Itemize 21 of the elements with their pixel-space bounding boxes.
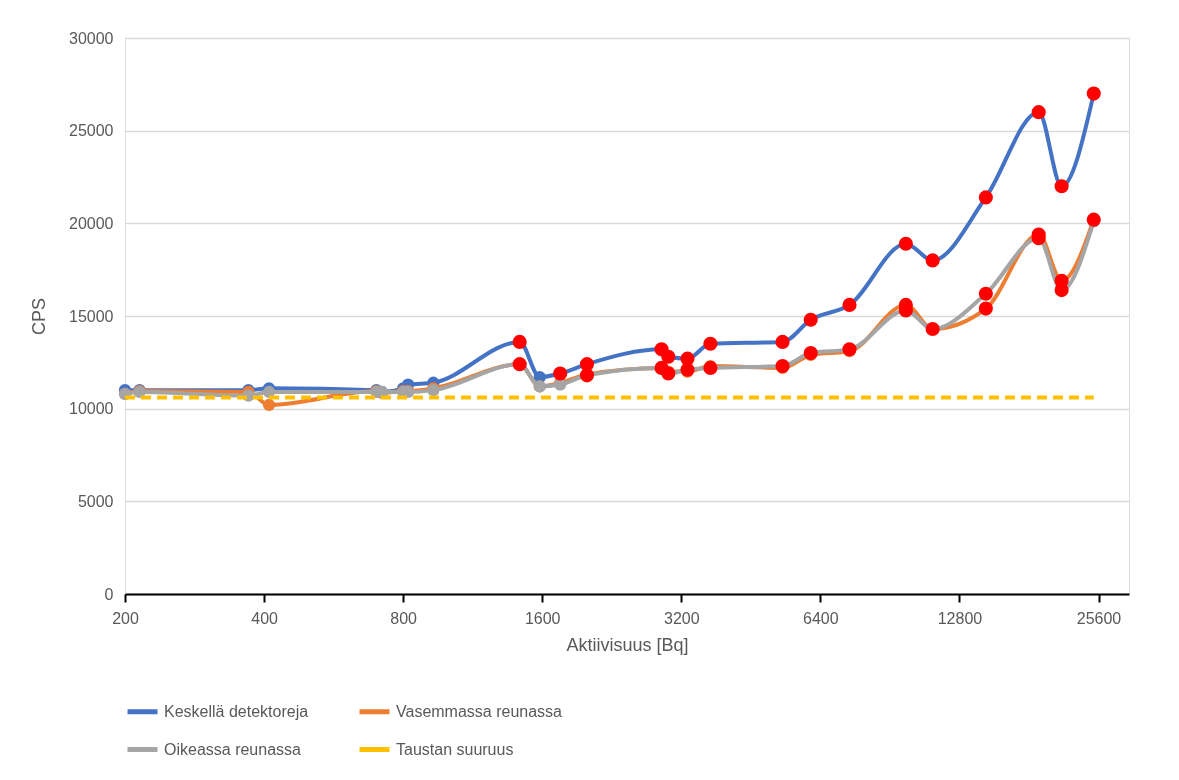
- x-tick-label: 3200: [664, 609, 700, 627]
- legend-label: Oikeassa reunassa: [164, 740, 302, 758]
- y-tick-label: 25000: [69, 122, 114, 140]
- y-axis-title: CPS: [29, 297, 50, 336]
- x-tick-label: 1600: [524, 609, 561, 627]
- x-tick-label: 400: [251, 609, 279, 627]
- y-tick-label: 0: [104, 585, 114, 603]
- x-tick-label: 200: [112, 609, 139, 627]
- x-tick-label: 800: [390, 609, 418, 627]
- y-tick-label: 20000: [69, 214, 114, 232]
- x-tick-label: 25600: [1076, 609, 1122, 627]
- x-tick-label: 6400: [803, 609, 839, 627]
- x-tick-label: 12800: [937, 609, 983, 627]
- y-tick-label: 10000: [69, 400, 114, 418]
- legend-label: Taustan suuruus: [396, 740, 514, 758]
- y-tick-label: 15000: [69, 307, 114, 325]
- y-tick-label: 5000: [77, 492, 114, 510]
- x-axis-title: Aktiivisuus [Bq]: [566, 634, 689, 655]
- legend-label: Vasemmassa reunassa: [396, 702, 563, 720]
- legend-label: Keskellä detektoreja: [164, 702, 309, 720]
- y-tick-label: 30000: [69, 29, 114, 47]
